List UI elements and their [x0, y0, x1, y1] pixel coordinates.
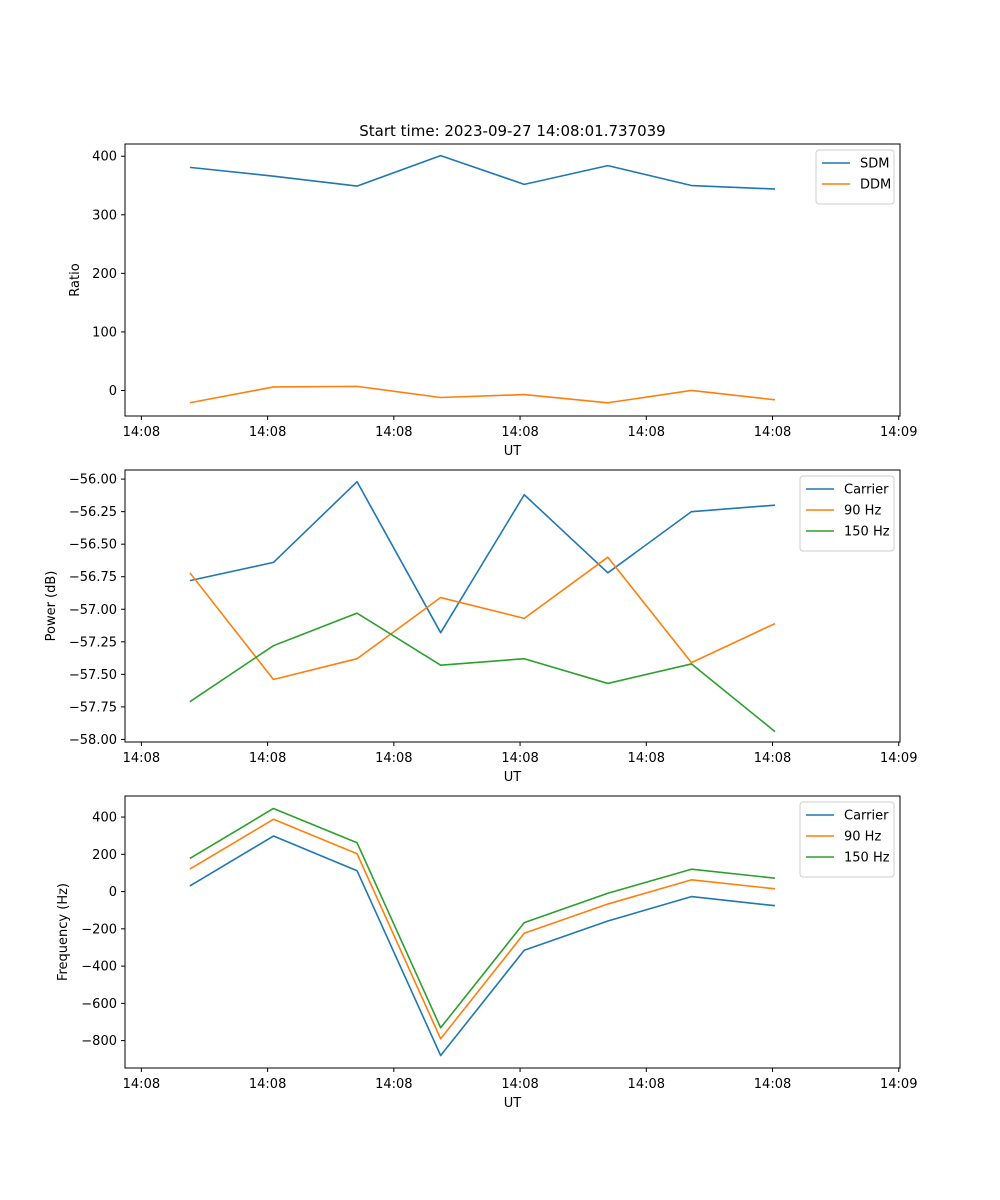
x-tick-label: 14:08	[754, 751, 791, 766]
y-axis-label: Power (dB)	[44, 571, 59, 642]
series-line-1-2	[189, 385, 776, 404]
y-tick-label: 100	[92, 325, 117, 340]
x-tick-label: 14:08	[249, 425, 286, 440]
x-tick-label: 14:08	[628, 751, 665, 766]
y-tick-label: −56.50	[69, 538, 117, 553]
legend-1: SDM DDM	[815, 149, 895, 205]
legend-label: Carrier	[844, 483, 889, 498]
x-axis-label: UT	[504, 770, 522, 785]
x-axis-label: UT	[504, 1096, 522, 1111]
legend-label: Carrier	[844, 809, 889, 824]
legend-box	[799, 475, 895, 552]
x-tick-label: 14:08	[249, 1077, 286, 1092]
legend-label: SDM	[860, 157, 889, 172]
legend-label: DDM	[860, 178, 891, 193]
axes-frame-1	[124, 143, 901, 417]
panel-2: 14:08 14:08 14:08 14:08 14:08 14:08 14:09 −56.0…	[44, 469, 917, 785]
legend-label: 150 Hz	[844, 525, 890, 540]
y-tick-label: −400	[81, 960, 117, 975]
axes-frame-3	[124, 795, 901, 1069]
x-tick-label: 14:09	[880, 425, 917, 440]
y-tick-label: −56.75	[69, 570, 117, 585]
y-axis-label: Ratio	[68, 263, 83, 296]
x-tick-label: 14:08	[754, 1077, 791, 1092]
y-tick-label: −600	[81, 997, 117, 1012]
y-tick-label: 0	[109, 384, 117, 399]
x-tick-label: 14:09	[880, 1077, 917, 1092]
legend-label: 90 Hz	[844, 504, 881, 519]
x-tick-label: 14:08	[501, 425, 538, 440]
y-tick-label: −200	[81, 922, 117, 937]
x-axis-label: UT	[504, 444, 522, 459]
axes-frame-2	[124, 469, 901, 743]
series-line-3-1	[189, 835, 776, 1057]
x-tick-label: 14:08	[375, 1077, 412, 1092]
series-line-1-1	[189, 154, 776, 190]
y-tick-label: −57.25	[69, 635, 117, 650]
series-line-2-2	[189, 556, 776, 681]
legend-label: 90 Hz	[844, 830, 881, 845]
x-tick-label: 14:08	[123, 751, 160, 766]
y-tick-label: −57.50	[69, 668, 117, 683]
x-tick-label: 14:08	[754, 425, 791, 440]
legend-label: 150 Hz	[844, 851, 890, 866]
x-tick-label: 14:08	[501, 751, 538, 766]
y-tick-label: 200	[92, 848, 117, 863]
x-tick-label: 14:08	[375, 751, 412, 766]
x-tick-label: 14:08	[628, 1077, 665, 1092]
y-tick-label: −800	[81, 1034, 117, 1049]
panels: 14:08 14:08 14:08 14:08 14:08 14:08 14:09 0 100 2…	[44, 143, 917, 1111]
y-tick-label: −57.00	[69, 603, 117, 618]
y-tick-label: 300	[92, 208, 117, 223]
legend-3: Carrier 90 Hz 150 Hz	[799, 801, 895, 878]
y-tick-label: −56.25	[69, 505, 117, 520]
legend-2: Carrier 90 Hz 150 Hz	[799, 475, 895, 552]
panel-1: 14:08 14:08 14:08 14:08 14:08 14:08 14:09 0 100 2…	[68, 143, 917, 459]
x-tick-label: 14:08	[628, 425, 665, 440]
x-tick-label: 14:08	[123, 425, 160, 440]
series-line-2-3	[189, 612, 776, 733]
x-tick-label: 14:08	[501, 1077, 538, 1092]
y-tick-label: 200	[92, 267, 117, 282]
legend-box	[799, 801, 895, 878]
series-line-3-2	[189, 818, 776, 1040]
y-tick-label: −57.75	[69, 700, 117, 715]
y-tick-label: 0	[109, 885, 117, 900]
x-tick-label: 14:09	[880, 751, 917, 766]
panel-3: 14:08 14:08 14:08 14:08 14:08 14:08 14:09 400 20…	[56, 795, 917, 1111]
x-tick-label: 14:08	[123, 1077, 160, 1092]
y-tick-label: −58.00	[69, 733, 117, 748]
x-tick-label: 14:08	[249, 751, 286, 766]
y-tick-label: 400	[92, 811, 117, 826]
x-tick-label: 14:08	[375, 425, 412, 440]
series-line-2-1	[189, 480, 776, 634]
y-tick-label: 400	[92, 150, 117, 165]
figure-title: Start time: 2023-09-27 14:08:01.737039	[359, 122, 665, 140]
y-axis-label: Frequency (Hz)	[56, 883, 71, 981]
y-tick-label: −56.00	[69, 473, 117, 488]
series-line-3-3	[189, 807, 776, 1029]
